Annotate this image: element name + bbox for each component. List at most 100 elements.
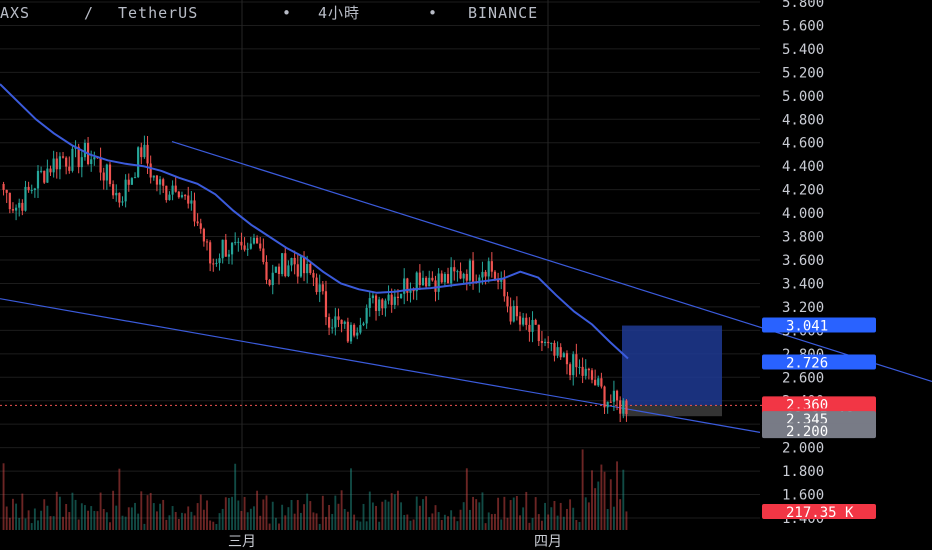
volume-bar — [537, 514, 540, 530]
volume-bar — [99, 492, 102, 530]
volume-bar — [124, 516, 127, 530]
candle-body — [199, 223, 202, 229]
candle-body — [587, 368, 590, 371]
candle-body — [440, 273, 443, 283]
volume-bar — [278, 523, 280, 530]
candle-body — [224, 239, 227, 257]
candle-body — [368, 298, 371, 308]
candle-body — [615, 390, 619, 401]
volume-bar — [246, 512, 249, 530]
time-axis[interactable]: 三月 四月 — [228, 534, 562, 550]
candle-body — [312, 272, 315, 278]
volume-bar — [487, 512, 490, 530]
volume-bar — [43, 499, 46, 530]
volume-bar — [96, 511, 99, 530]
volume-bar — [234, 463, 237, 530]
candle-body — [315, 277, 318, 293]
position-tool[interactable] — [622, 325, 722, 417]
volume-bar — [256, 490, 259, 530]
candle-body — [184, 195, 187, 197]
price-axis[interactable]: 5.800 5.600 5.400 5.200 5.000 4.800 4.600 4.400… — [782, 0, 824, 527]
candle-body — [543, 341, 547, 344]
volume-bar — [152, 503, 155, 530]
price-tag — [762, 504, 876, 519]
volume-bar — [2, 463, 5, 530]
candle-body — [240, 241, 243, 246]
volume-bar — [325, 516, 327, 530]
volume-bar — [581, 449, 584, 530]
volume-bar — [146, 495, 149, 530]
volume-bar — [174, 512, 177, 530]
candle-body — [497, 279, 500, 282]
volume-bar — [18, 517, 21, 530]
candle-body — [384, 300, 387, 309]
volume-bar — [356, 520, 359, 530]
price-tick-label: 5.800 — [782, 0, 824, 11]
volume-bar — [368, 491, 371, 530]
volume-bar — [472, 496, 475, 530]
price-tag-label: 2.726 — [786, 355, 828, 371]
volume-bar — [584, 497, 587, 530]
volume-bar — [350, 468, 352, 530]
candle-body — [453, 267, 456, 272]
candle-body — [174, 185, 177, 192]
volume-bar — [87, 510, 90, 530]
candle-body — [127, 179, 130, 185]
trend-channel[interactable] — [0, 140, 932, 433]
volume-bar — [93, 510, 96, 530]
candle-body — [362, 323, 365, 326]
price-tag-label: 217.35 K — [786, 505, 854, 521]
candle-body — [387, 294, 390, 301]
candle-body — [209, 242, 212, 264]
volume-bar — [331, 513, 334, 530]
volume-bar — [165, 519, 168, 530]
volume-bar — [224, 497, 227, 530]
candle-body — [531, 319, 534, 332]
volume-bar — [231, 496, 233, 530]
candle-body — [418, 272, 421, 286]
title-separator: / — [84, 4, 94, 22]
volume-bar — [312, 512, 315, 530]
volume-bar — [447, 516, 449, 530]
volume-bar — [227, 497, 230, 530]
volume-bar — [202, 509, 205, 530]
volume-bar — [462, 502, 465, 530]
candle-body — [600, 378, 603, 387]
chart-title: AXS / TetherUS • 4小時 • BINANCE — [0, 4, 537, 22]
volume-bar — [321, 495, 324, 530]
volume-bar — [287, 507, 290, 530]
candle-body — [262, 248, 265, 262]
candle-body — [121, 201, 124, 203]
candle-body — [462, 273, 465, 279]
candle-body — [268, 279, 271, 286]
volume-bar — [606, 508, 609, 530]
volume-bar — [177, 518, 180, 530]
candle-body — [503, 279, 506, 297]
volume-bar — [547, 514, 550, 530]
volume-bar — [415, 496, 418, 530]
candle-body — [52, 158, 55, 173]
candle-body — [14, 207, 18, 211]
candle-body — [324, 291, 328, 318]
candle-body — [249, 243, 252, 249]
candle-body — [481, 271, 484, 278]
volume-bar — [84, 505, 86, 530]
price-tick-label: 4.600 — [782, 136, 824, 152]
volume-bar — [525, 491, 528, 530]
volume-bar — [184, 513, 187, 530]
volume-bar — [522, 507, 525, 530]
volume-bar — [68, 512, 71, 530]
price-tick-label: 3.400 — [782, 276, 824, 292]
volume-bar — [381, 501, 384, 530]
volume-bar — [490, 514, 493, 530]
volume-bar — [453, 516, 456, 530]
volume-bar — [74, 499, 77, 530]
candle-body — [393, 296, 396, 305]
volume-bar — [572, 507, 575, 530]
volume-bar — [559, 502, 562, 530]
candle-body — [93, 157, 96, 160]
volume-bar — [46, 505, 49, 530]
volume-bar — [569, 499, 572, 530]
candle-body — [371, 295, 375, 299]
